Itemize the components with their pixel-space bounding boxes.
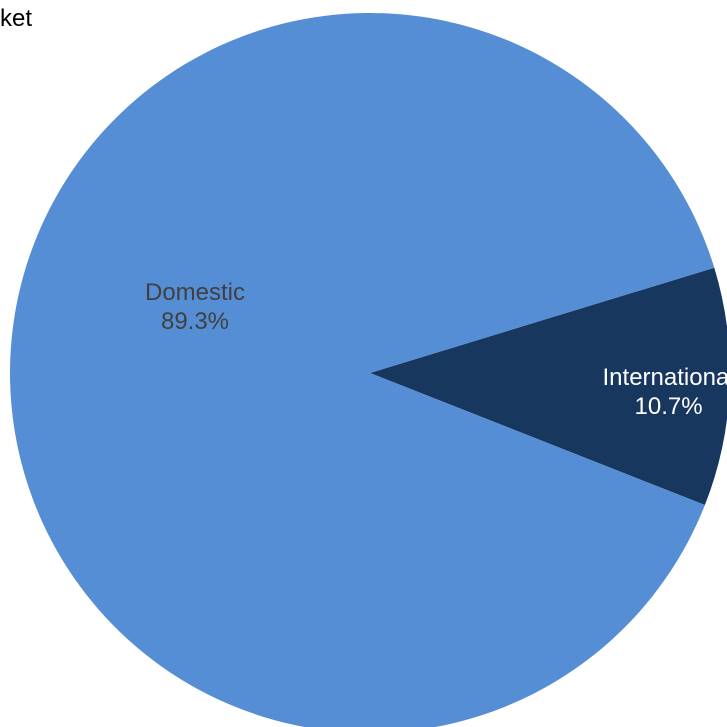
slice-value-international: 10.7% bbox=[635, 393, 703, 420]
chart-title-fragment: ket bbox=[0, 5, 33, 32]
slice-label-domestic: Domestic bbox=[145, 279, 245, 306]
slice-label-international: International bbox=[603, 364, 727, 391]
pie-slice-domestic bbox=[10, 13, 715, 727]
pie-slice-international bbox=[370, 267, 727, 506]
slice-value-domestic: 89.3% bbox=[161, 308, 229, 335]
